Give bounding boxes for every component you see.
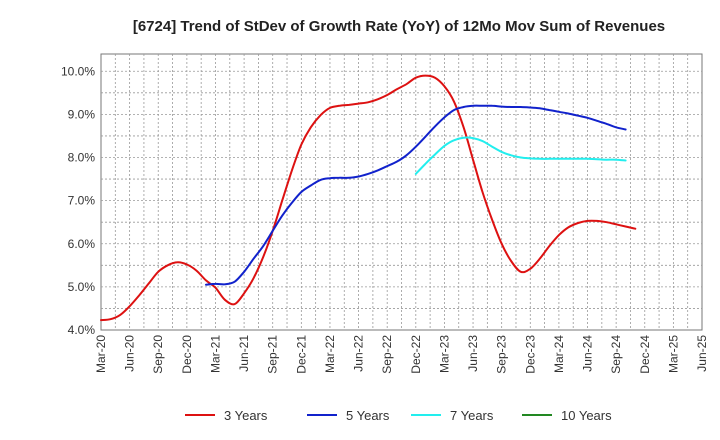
series-line-3-years <box>100 74 637 322</box>
x-axis: Mar-20 Jun-20 Sep-20 Dec-20 Mar-21 Jun-21 Sep-… <box>94 335 709 374</box>
x-tick-label: Jun-23 <box>466 335 480 372</box>
x-tick-label: Jun-22 <box>352 335 366 372</box>
x-tick-label: Dec-20 <box>180 335 194 374</box>
series-line-5-years <box>205 104 627 286</box>
series-layer <box>100 74 637 322</box>
x-tick-label: Mar-21 <box>208 335 222 373</box>
y-tick-label: 5.0% <box>68 280 96 294</box>
x-tick-label: Mar-20 <box>94 335 108 373</box>
x-tick-label: Sep-24 <box>609 335 623 374</box>
y-tick-label: 10.0% <box>61 64 95 78</box>
x-tick-label: Sep-21 <box>266 335 280 374</box>
chart-title: [6724] Trend of StDev of Growth Rate (Yo… <box>133 18 665 35</box>
y-tick-label: 9.0% <box>68 107 96 121</box>
x-tick-label: Sep-20 <box>151 335 165 374</box>
y-axis: 4.0% 5.0% 6.0% 7.0% 8.0% 9.0% 10.0% <box>61 64 95 337</box>
legend-label-5-years: 5 Years <box>346 408 390 423</box>
x-tick-label: Dec-22 <box>409 335 423 374</box>
x-tick-label: Mar-25 <box>666 335 680 373</box>
y-tick-label: 4.0% <box>68 323 96 337</box>
x-tick-label: Jun-20 <box>123 335 137 372</box>
x-tick-label: Dec-24 <box>638 335 652 374</box>
x-tick-label: Jun-25 <box>695 335 709 372</box>
series-line-7-years <box>414 136 627 175</box>
legend-label-3-years: 3 Years <box>224 408 268 423</box>
legend: 3 Years 5 Years 7 Years 10 Years <box>185 408 612 423</box>
x-tick-label: Dec-21 <box>294 335 308 374</box>
x-tick-label: Jun-21 <box>237 335 251 372</box>
y-tick-label: 8.0% <box>68 151 96 165</box>
x-tick-label: Dec-23 <box>523 335 537 374</box>
x-tick-label: Sep-23 <box>495 335 509 374</box>
x-tick-label: Mar-23 <box>437 335 451 373</box>
legend-label-10-years: 10 Years <box>561 408 612 423</box>
x-tick-label: Mar-24 <box>552 335 566 373</box>
legend-label-7-years: 7 Years <box>450 408 494 423</box>
x-tick-label: Jun-24 <box>581 335 595 372</box>
grid-layer <box>101 54 702 330</box>
y-tick-label: 7.0% <box>68 194 96 208</box>
x-tick-label: Sep-22 <box>380 335 394 374</box>
y-tick-label: 6.0% <box>68 237 96 251</box>
x-tick-label: Mar-22 <box>323 335 337 373</box>
